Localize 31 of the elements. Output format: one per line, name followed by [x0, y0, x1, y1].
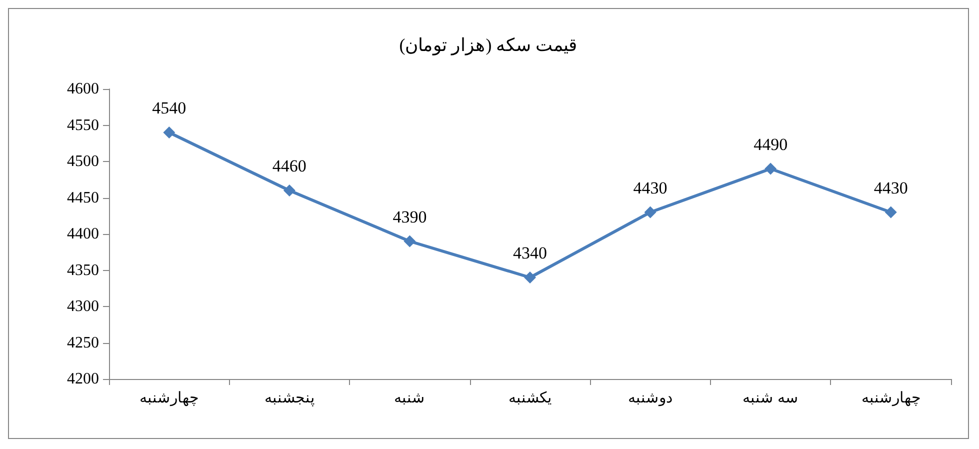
y-tick-label: 4400: [67, 226, 99, 242]
data-label: 4490: [754, 134, 788, 154]
data-label: 4460: [272, 156, 306, 176]
y-tick-label: 4450: [67, 189, 99, 206]
y-tick-label: 4350: [67, 262, 99, 279]
y-tick-label: 4250: [67, 334, 99, 352]
x-tick-label: دوشنبه: [628, 390, 673, 406]
y-tick-label: 4300: [67, 298, 99, 315]
point: [283, 184, 296, 196]
x-tick-label: پنجشنبه: [264, 390, 314, 406]
point: [644, 206, 656, 218]
data-label: 4430: [874, 178, 908, 198]
data-label: 4430: [633, 178, 668, 198]
point: [764, 162, 777, 175]
x-tick-label: چهارشنبه: [861, 390, 920, 406]
x-tick-label: یکشنبه: [508, 390, 552, 406]
data-label: 4340: [513, 244, 547, 262]
point: [404, 235, 416, 248]
x-tick-label: سه شنبه: [742, 390, 798, 406]
chart-title: قیمت سکه (هزار تومان): [399, 35, 578, 56]
point: [524, 272, 536, 284]
x-tick-label: چهارشنبه: [140, 390, 199, 406]
point: [884, 206, 897, 218]
data-label: 4390: [392, 207, 427, 226]
data-label: 4540: [152, 98, 186, 118]
y-tick-label: 4550: [67, 116, 99, 134]
x-tick-label: شنبه: [394, 390, 426, 406]
y-tick-label: 4600: [67, 80, 99, 98]
y-tick-label: 4200: [67, 370, 99, 388]
point: [163, 126, 176, 138]
y-tick-label: 4500: [67, 153, 99, 170]
